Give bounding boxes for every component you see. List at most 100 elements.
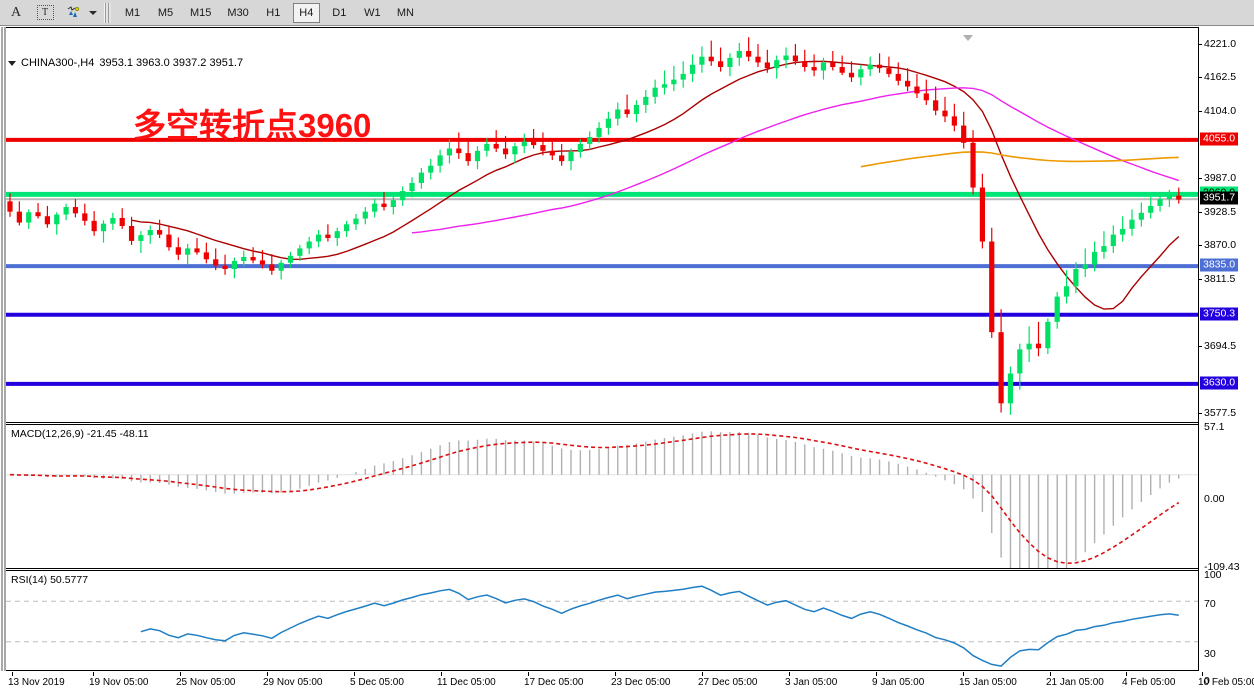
price-axis-tick: 3811.5 [1199,273,1235,285]
price-axis[interactable]: 4221.0 4162.5 4104.0 3987.0 3928.5 3870.0 3811… [1198,27,1254,687]
time-axis-tick [789,672,790,676]
macd-signal-line [9,433,1180,565]
rsi-panel[interactable]: RSI(14) 50.5777 [6,570,1198,671]
candle-body [203,252,209,260]
candle-body [951,116,957,126]
macd-panel[interactable]: MACD(12,26,9) -21.45 -48.11 [6,424,1198,569]
candle-body [16,211,22,223]
label-tool-icon[interactable]: T [32,2,58,24]
candle-body [624,109,630,115]
candle-body [914,86,920,94]
symbol-collapse-icon[interactable] [8,60,16,66]
time-axis-tick [1050,672,1051,676]
ma-mid-line [411,87,1179,234]
candle-body [63,207,69,215]
candle-body [1110,234,1116,247]
candle-body [895,73,901,81]
candle-body [437,155,443,166]
candle-body [502,148,509,155]
candle-body [512,146,518,155]
price-panel[interactable] [6,27,1198,423]
candle-body [185,248,191,255]
macd-axis-tick: 57.1 [1204,421,1225,433]
candle-body [718,61,724,68]
time-axis-label: 19 Nov 05:00 [89,677,149,688]
price-tag-3951.7[interactable]: 3951.7 [1200,191,1239,205]
timeframe-h4[interactable]: H4 [292,2,320,23]
candle-body [858,69,864,78]
objects-dropdown-caret-icon[interactable] [89,10,97,15]
timeframe-m15[interactable]: M15 [190,6,212,19]
candle-body [671,79,677,85]
price-axis-tick: 4162.5 [1199,71,1236,83]
time-axis-label: 23 Dec 05:00 [611,677,671,688]
symbol-name: CHINA300-,H4 [21,57,95,69]
candle-body [774,60,780,69]
candle-body [1166,195,1172,200]
candle-body [736,50,742,58]
chart-frame: CHINA300-,H4 3953.1 3963.0 3937.2 3951.7… [0,26,1254,696]
candle-body [811,67,817,71]
candle-body [998,332,1004,404]
toolbar: A T M1 M5 M15 M30 H1 H4 D1 W1 MN [0,0,1254,26]
candle-body [390,200,396,208]
candle-body [100,223,107,232]
candle-body [222,265,228,270]
candle-body [1073,269,1079,287]
symbol-header[interactable]: CHINA300-,H4 3953.1 3963.0 3937.2 3951.7 [8,57,243,69]
candle-body [231,261,237,270]
objects-tool-icon[interactable] [61,2,87,24]
time-axis[interactable]: 13 Nov 2019 19 Nov 05:00 25 Nov 05:00 29 No… [0,672,1254,696]
timeframe-m5[interactable]: M5 [157,6,174,19]
text-tool-icon[interactable]: A [10,4,22,20]
candle-body [933,100,939,111]
candle-body [344,224,350,232]
timeframe-mn[interactable]: MN [396,6,414,19]
timeframe-h1[interactable]: H1 [266,6,281,19]
rsi-axis-tick: 0 [1204,675,1210,687]
candle-body [334,231,340,239]
candle-body [540,145,546,151]
candle-body [615,109,621,119]
candle-body [1101,246,1107,252]
candle-body [91,220,97,232]
candle-body [802,61,808,68]
candle-body [110,217,116,224]
timeframe-d1[interactable]: D1 [332,6,347,19]
time-axis-tick [876,672,877,676]
candle-body [1045,321,1051,349]
timeframe-m1[interactable]: M1 [124,6,141,19]
rsi-label: RSI(14) 50.5777 [11,574,89,586]
price-axis-tick: 4221.0 [1199,38,1236,50]
candle-body [1063,286,1070,297]
time-axis-label: 11 Dec 05:00 [437,677,496,688]
time-axis-tick [702,672,703,676]
rsi-axis-tick: 30 [1204,648,1216,660]
chart-annotation-text: 多空转折点3960 [133,107,372,144]
time-axis-label: 13 Nov 2019 [8,677,65,688]
candle-body [1026,343,1032,350]
price-tag-4055.0[interactable]: 4055.0 [1200,132,1239,146]
candle-body [306,241,312,249]
candle-body [708,56,714,62]
candle-body [989,241,995,333]
candle-body [241,256,247,262]
timeframe-m30[interactable]: M30 [227,6,249,19]
candle-body [783,55,789,61]
price-tag-3750.3[interactable]: 3750.3 [1200,307,1239,321]
timeframe-w1[interactable]: W1 [364,6,381,19]
candle-body [1035,343,1042,349]
rsi-plot [6,571,1198,670]
candle-body [876,64,883,69]
time-axis-tick [1202,672,1203,676]
candle-body [26,212,32,223]
candle-body [830,62,836,68]
candle-body [157,230,163,235]
price-tag-3835.0[interactable]: 3835.0 [1200,258,1239,272]
candle-body [605,118,611,128]
time-axis-tick [615,672,616,676]
time-axis-tick [963,672,964,676]
toolbar-separator [104,2,111,23]
candle-body [418,172,424,183]
price-tag-3630.0[interactable]: 3630.0 [1200,376,1239,390]
